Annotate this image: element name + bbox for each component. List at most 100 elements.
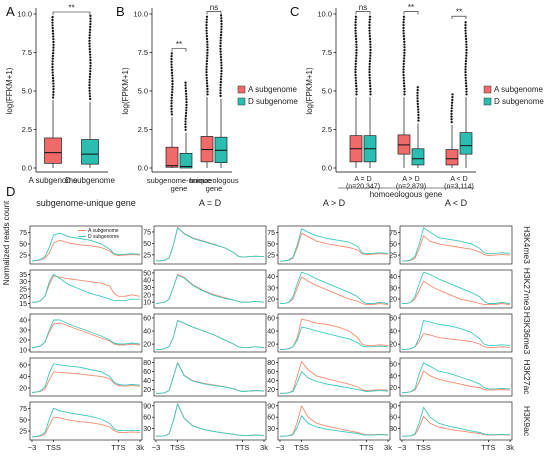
outlier-point	[368, 37, 372, 41]
outlier-point	[417, 119, 420, 122]
profile-line-a	[402, 280, 511, 306]
outlier-point	[51, 18, 54, 22]
y-tick-label: 10	[143, 300, 151, 307]
column-title: A < D	[445, 198, 468, 208]
outlier-point	[354, 68, 357, 71]
outlier-point	[89, 14, 92, 17]
profile-line-a	[280, 405, 389, 437]
box-d	[81, 139, 99, 165]
outlier-point	[170, 102, 173, 105]
category-label: (n=2,879)	[396, 184, 426, 191]
outlier-point	[170, 107, 173, 111]
outlier-point	[185, 98, 188, 101]
outlier-point	[220, 19, 223, 23]
outlier-point	[354, 23, 357, 27]
y-tick-label: 75	[19, 406, 27, 413]
outlier-point	[465, 51, 468, 54]
significance-label: **	[456, 8, 462, 17]
significance-bracket	[206, 11, 222, 15]
plot-frame	[277, 357, 391, 397]
y-tick-label: 5.0	[322, 87, 332, 96]
outlier-point	[402, 15, 406, 18]
outlier-point	[206, 46, 209, 49]
outlier-point	[52, 85, 55, 88]
outlier-point	[170, 66, 173, 69]
outlier-point	[465, 87, 468, 90]
y-tick-label: 30	[143, 285, 151, 292]
outlier-point	[402, 73, 405, 77]
y-axis-label: log(FFKM+1)	[5, 67, 14, 114]
outlier-point	[51, 74, 55, 77]
outlier-point	[219, 94, 222, 98]
outlier-point	[170, 57, 173, 61]
outlier-point	[185, 106, 188, 109]
outlier-point	[354, 18, 357, 21]
outlier-point	[206, 87, 209, 90]
y-tick-label: 10.0	[17, 10, 32, 19]
outlier-point	[417, 113, 420, 117]
outlier-point	[402, 71, 405, 74]
profile-line-d	[402, 362, 511, 393]
profile-line-d	[402, 227, 511, 262]
profile-line-a	[31, 239, 141, 262]
plot-frame	[399, 313, 513, 353]
outlier-point	[464, 35, 468, 38]
box-d	[179, 153, 193, 169]
row-label: H3K36me3	[522, 312, 532, 355]
outlier-point	[206, 48, 209, 52]
profile-line-a	[280, 276, 389, 306]
outlier-point	[184, 81, 187, 84]
outlier-point	[402, 23, 405, 27]
row-label: H3K4me3	[522, 226, 532, 264]
column-title: A > D	[323, 198, 346, 208]
outlier-point	[51, 71, 54, 74]
y-tick-label: 40	[267, 378, 275, 385]
outlier-point	[450, 120, 453, 124]
profile-line-d	[31, 363, 141, 393]
y-tick-label: 50	[143, 241, 151, 248]
outlier-point	[88, 72, 92, 76]
profile-line-d	[402, 406, 511, 437]
outlier-point	[464, 23, 467, 27]
y-tick-label: 75	[143, 229, 151, 236]
x-tick-label: 3k	[136, 443, 144, 452]
y-tick-label: 50	[19, 417, 27, 424]
profile-line-a	[156, 226, 265, 262]
outlier-point	[52, 93, 55, 96]
outlier-point	[89, 59, 92, 62]
y-tick-label: 30	[267, 426, 275, 433]
outlier-point	[51, 24, 54, 27]
outlier-point	[171, 88, 174, 91]
y-tick-label: 75	[267, 230, 275, 237]
outlier-point	[51, 15, 54, 19]
outlier-point	[170, 63, 173, 66]
outlier-point	[355, 87, 358, 90]
outlier-point	[451, 96, 454, 99]
box-d	[411, 148, 425, 166]
y-tick-label: 35	[19, 272, 27, 279]
outlier-point	[88, 97, 92, 101]
outlier-point	[368, 57, 372, 60]
outlier-point	[88, 83, 91, 87]
outlier-point	[184, 87, 187, 90]
profile-h3k27ac-3: 20 40 60	[389, 357, 513, 397]
profile-line-d	[32, 273, 140, 303]
outlier-point	[368, 15, 372, 18]
category-label: A subgenome	[29, 176, 78, 185]
y-tick-label: 0.0	[322, 164, 332, 173]
legend-swatch	[237, 85, 246, 94]
plot-frame	[29, 225, 143, 265]
y-tick-label: 20	[389, 385, 397, 392]
outlier-point	[464, 32, 467, 35]
outlier-point	[465, 54, 468, 57]
profile-line-d	[156, 362, 265, 394]
outlier-point	[355, 84, 358, 88]
outlier-point	[184, 112, 188, 115]
outlier-point	[402, 57, 406, 60]
outlier-point	[219, 39, 222, 42]
outlier-point	[51, 27, 54, 30]
outlier-point	[355, 90, 358, 93]
